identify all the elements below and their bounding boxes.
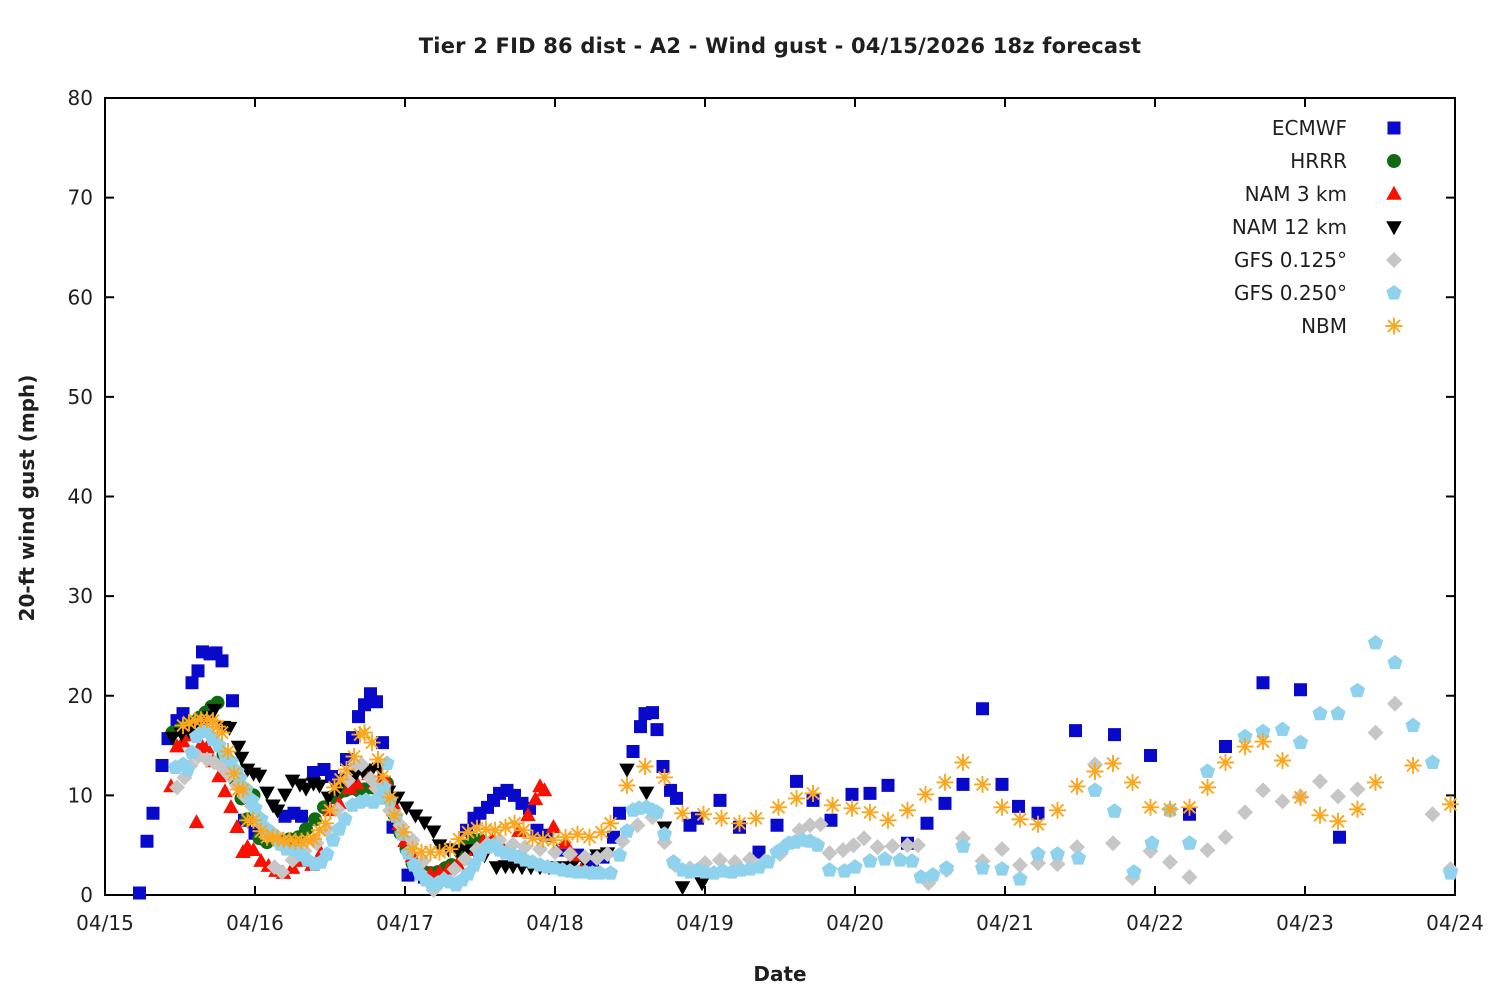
legend-marker-ecmwf-icon xyxy=(1387,121,1401,135)
x-tick-label: 04/23 xyxy=(1276,911,1334,935)
y-tick-label: 40 xyxy=(68,485,93,509)
series-hrrr-points xyxy=(165,695,493,881)
legend-marker-nam12-icon xyxy=(1386,221,1402,236)
legend-label-ecmwf: ECMWF xyxy=(1272,116,1347,140)
chart-title: Tier 2 FID 86 dist - A2 - Wind gust - 04… xyxy=(418,34,1142,58)
series-nam12-points xyxy=(164,703,710,896)
x-tick-label: 04/15 xyxy=(76,911,134,935)
series-gfs250-points xyxy=(167,634,1459,892)
x-tick-label: 04/22 xyxy=(1126,911,1184,935)
y-tick-label: 50 xyxy=(68,385,93,409)
series-nbm-points xyxy=(174,711,1459,861)
x-tick-label: 04/17 xyxy=(376,911,434,935)
y-tick-label: 30 xyxy=(68,584,93,608)
x-tick-label: 04/16 xyxy=(226,911,284,935)
x-tick-label: 04/19 xyxy=(676,911,734,935)
legend-label-nam3: NAM 3 km xyxy=(1245,182,1347,206)
legend-marker-nam3-icon xyxy=(1386,185,1402,200)
legend-label-nam12: NAM 12 km xyxy=(1232,215,1347,239)
legend-label-hrrr: HRRR xyxy=(1290,149,1347,173)
x-tick-label: 04/18 xyxy=(526,911,584,935)
legend-label-nbm: NBM xyxy=(1301,314,1347,338)
x-tick-label: 04/24 xyxy=(1426,911,1484,935)
y-tick-label: 60 xyxy=(68,285,93,309)
axis-ticks xyxy=(104,97,1456,896)
y-tick-label: 10 xyxy=(68,783,93,807)
legend-label-gfs125: GFS 0.125° xyxy=(1234,248,1347,272)
y-tick-label: 20 xyxy=(68,684,93,708)
legend-marker-gfs125-icon xyxy=(1386,252,1402,268)
x-axis-title: Date xyxy=(753,962,807,986)
legend-marker-hrrr-icon xyxy=(1387,154,1401,168)
legend-label-gfs250: GFS 0.250° xyxy=(1234,281,1347,305)
y-tick-label: 0 xyxy=(80,883,93,907)
x-tick-label: 04/20 xyxy=(826,911,884,935)
x-tick-label: 04/21 xyxy=(976,911,1034,935)
y-tick-label: 70 xyxy=(68,186,93,210)
y-tick-label: 80 xyxy=(68,86,93,110)
legend-marker-gfs250-icon xyxy=(1386,285,1402,300)
legend-marker-nbm-icon xyxy=(1385,317,1403,335)
